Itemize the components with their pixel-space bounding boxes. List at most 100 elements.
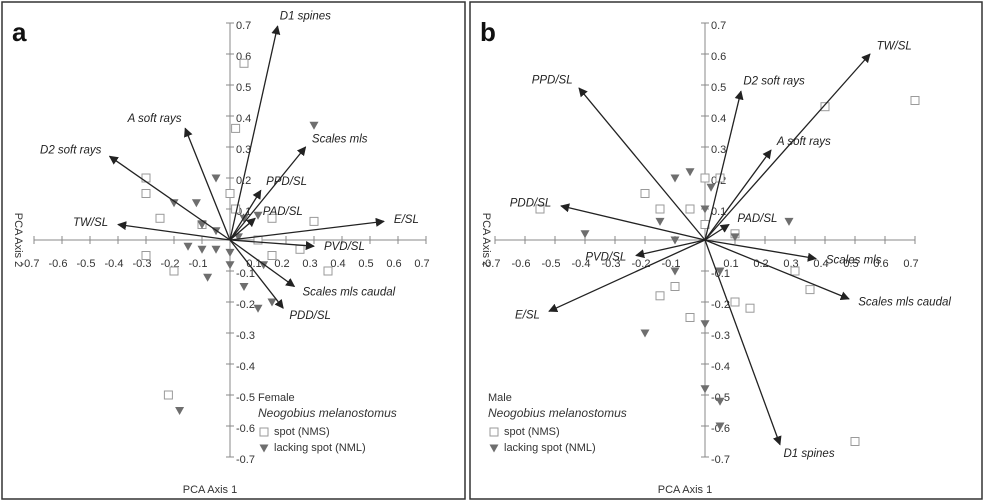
loading-arrow bbox=[560, 203, 706, 241]
point bbox=[231, 204, 241, 214]
y-tick-label: -0.7 bbox=[711, 454, 730, 466]
point bbox=[640, 329, 650, 338]
x-tick-label: 0.5 bbox=[843, 258, 858, 270]
y-tick-label: 0.7 bbox=[236, 20, 251, 32]
loading-label: A soft rays bbox=[776, 136, 831, 148]
point bbox=[655, 204, 665, 214]
loading-arrow bbox=[229, 239, 315, 251]
x-tick-label: 0.4 bbox=[330, 258, 345, 270]
point bbox=[309, 216, 319, 226]
point bbox=[715, 422, 725, 431]
point bbox=[730, 297, 740, 307]
loading-label: PPD/SL bbox=[532, 74, 573, 86]
y-tick-label: -0.3 bbox=[236, 330, 255, 342]
legend-label: lacking spot (NML) bbox=[274, 442, 366, 454]
loading-arrow bbox=[229, 217, 256, 241]
loading-arrow bbox=[108, 155, 231, 241]
loading-label: A soft rays bbox=[127, 113, 182, 125]
point bbox=[655, 217, 665, 226]
loading-arrow bbox=[578, 87, 706, 241]
loading-label: PAD/SL bbox=[263, 206, 303, 218]
point bbox=[715, 397, 725, 406]
point bbox=[253, 211, 263, 220]
x-tick-label: -0.1 bbox=[662, 258, 681, 270]
point bbox=[730, 233, 740, 242]
loading-arrow bbox=[704, 90, 744, 241]
x-tick-label: -0.1 bbox=[189, 258, 208, 270]
point bbox=[267, 213, 277, 223]
loading-label: TW/SL bbox=[73, 217, 108, 229]
panel-frame bbox=[1, 1, 466, 500]
point bbox=[655, 291, 665, 301]
point bbox=[183, 242, 193, 251]
point bbox=[155, 213, 165, 223]
point bbox=[670, 174, 680, 183]
point bbox=[640, 189, 650, 198]
point bbox=[197, 245, 207, 254]
x-tick-label: 0.2 bbox=[753, 258, 768, 270]
y-tick-label: 0.6 bbox=[711, 51, 726, 63]
point bbox=[225, 248, 235, 257]
loading-label: D2 soft rays bbox=[40, 145, 102, 157]
x-tick-label: 0.7 bbox=[903, 258, 918, 270]
point bbox=[163, 390, 173, 400]
x-tick-label: -0.7 bbox=[21, 258, 40, 270]
point bbox=[715, 267, 725, 276]
point bbox=[141, 251, 151, 260]
x-tick-label: -0.5 bbox=[542, 258, 561, 270]
y-tick-label: -0.2 bbox=[236, 299, 255, 311]
y-tick-label: 0.3 bbox=[236, 144, 251, 156]
loading-label: E/SL bbox=[394, 214, 419, 226]
loading-arrow bbox=[229, 239, 296, 288]
loading-label: Scales mls caudal bbox=[303, 286, 396, 298]
y-tick-label: 0.5 bbox=[236, 82, 251, 94]
loading-arrow bbox=[229, 25, 281, 241]
point bbox=[706, 183, 716, 192]
legend-marker bbox=[259, 427, 269, 437]
y-tick-label: -0.3 bbox=[711, 330, 730, 342]
x-axis-title: PCA Axis 1 bbox=[658, 484, 712, 496]
loading-label: D2 soft rays bbox=[743, 76, 805, 88]
loading-arrow bbox=[548, 239, 706, 313]
x-tick-label: 0.3 bbox=[302, 258, 317, 270]
point bbox=[670, 236, 680, 245]
loading-label: Scales mls bbox=[826, 254, 882, 266]
point bbox=[850, 437, 860, 446]
point bbox=[211, 245, 221, 254]
loading-label: PPD/SL bbox=[266, 176, 307, 188]
legend-title: Female bbox=[258, 392, 295, 404]
y-tick-label: 0.5 bbox=[711, 82, 726, 94]
point bbox=[309, 121, 319, 130]
loading-arrow bbox=[184, 127, 231, 241]
point bbox=[700, 385, 710, 394]
point bbox=[685, 168, 695, 177]
loading-arrow bbox=[229, 146, 307, 241]
point bbox=[203, 273, 213, 282]
x-tick-label: 0.6 bbox=[873, 258, 888, 270]
point bbox=[790, 266, 800, 276]
loading-arrow bbox=[704, 223, 730, 241]
point bbox=[141, 189, 151, 198]
loading-label: D1 spines bbox=[783, 448, 834, 460]
panel-frame bbox=[469, 1, 983, 500]
point bbox=[685, 204, 695, 214]
x-axis-title: PCA Axis 1 bbox=[183, 484, 237, 496]
y-tick-label: -0.6 bbox=[236, 423, 255, 435]
point bbox=[267, 298, 277, 307]
point bbox=[670, 267, 680, 276]
point bbox=[191, 199, 201, 208]
panel-label: a bbox=[12, 17, 27, 47]
loading-label: PDD/SL bbox=[510, 198, 552, 210]
legend-marker bbox=[259, 444, 269, 453]
loading-label: Scales mls caudal bbox=[858, 297, 951, 309]
loading-arrow bbox=[117, 221, 231, 241]
legend-subtitle: Neogobius melanostomus bbox=[488, 406, 627, 420]
loading-arrow bbox=[635, 239, 706, 259]
legend-title: Male bbox=[488, 392, 512, 404]
point bbox=[175, 407, 185, 415]
point bbox=[211, 174, 221, 183]
point bbox=[169, 266, 179, 276]
point bbox=[225, 189, 235, 198]
point bbox=[141, 173, 151, 183]
point bbox=[745, 303, 755, 313]
